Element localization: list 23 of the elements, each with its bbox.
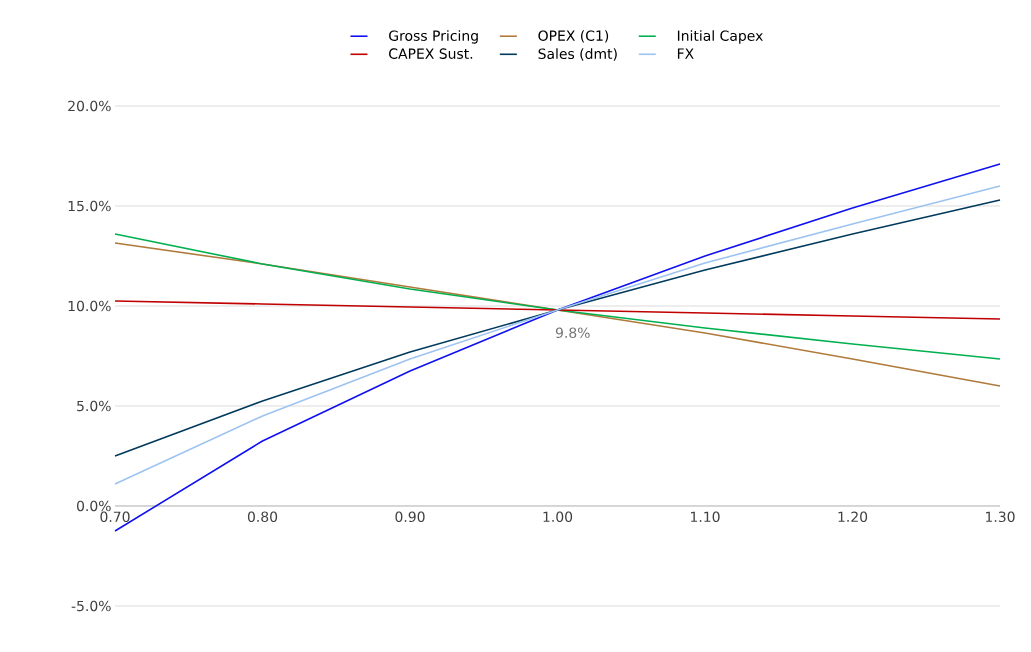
x-tick-label: 1.20 [838, 511, 868, 523]
legend-label: CAPEX Sust. [389, 48, 473, 59]
legend-label: Sales (dmt) [538, 48, 617, 61]
annotation: 9.8% [555, 327, 590, 339]
x-tick-label: 1.10 [691, 511, 720, 523]
line-series [114, 300, 1001, 320]
line-series [114, 242, 1001, 387]
legend-label: Initial Capex [677, 30, 763, 44]
y-tick-label: 0.0% [76, 500, 111, 512]
legend-label: OPEX (C1) [538, 30, 609, 43]
x-tick-label: 1.30 [986, 511, 1015, 523]
x-tick-label: 0.80 [247, 511, 278, 523]
y-tick-label: 10.0% [68, 300, 111, 312]
x-tick-label: 0.70 [100, 511, 130, 523]
y-tick-label: -5.0% [71, 600, 111, 612]
line-series [114, 233, 1001, 360]
y-tick-label: 5.0% [77, 400, 111, 412]
y-tick-label: 15.0% [68, 200, 111, 212]
x-tick-label: 1.00 [543, 511, 573, 523]
legend-label: Gross Pricing [389, 30, 478, 44]
x-tick-label: 0.90 [395, 511, 425, 523]
legend-label: FX [677, 48, 694, 59]
y-tick-label: 20.0% [68, 100, 111, 112]
